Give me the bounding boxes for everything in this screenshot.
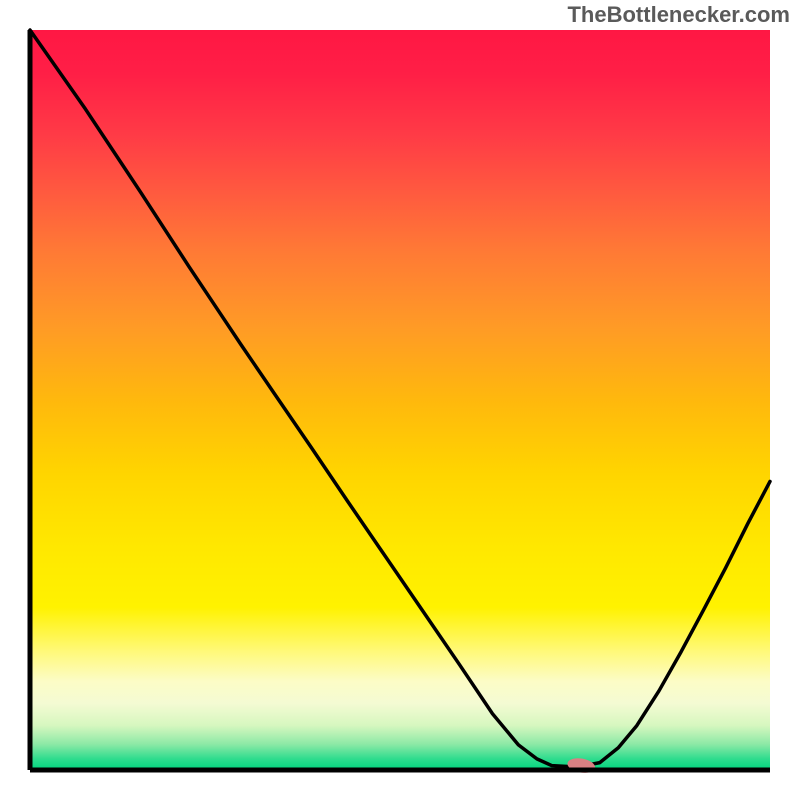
gradient-background [30, 30, 770, 770]
chart-svg [0, 0, 800, 800]
watermark-text: TheBottlenecker.com [567, 2, 790, 28]
bottleneck-chart: TheBottlenecker.com [0, 0, 800, 800]
